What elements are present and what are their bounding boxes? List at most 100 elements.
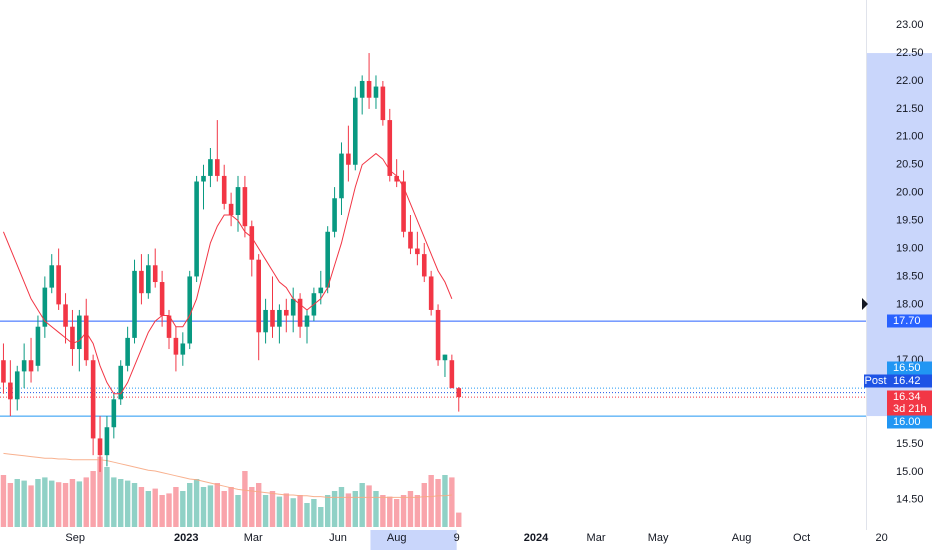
volume-bar xyxy=(138,487,145,527)
volume-bar xyxy=(407,491,414,527)
candle-body xyxy=(139,270,144,294)
candle-body xyxy=(21,360,27,372)
candle-body xyxy=(366,80,372,98)
price-label-box xyxy=(887,361,932,375)
y-tick-label: 22.00 xyxy=(896,75,924,87)
candle-body xyxy=(256,259,261,333)
volume-bar xyxy=(228,487,234,527)
volume-bar xyxy=(83,477,89,527)
volume-bar xyxy=(352,491,358,527)
candle-body xyxy=(49,265,55,288)
highlights xyxy=(370,53,932,550)
x-tick-label: Oct xyxy=(793,532,810,544)
candle-body xyxy=(90,360,96,439)
price-label-box xyxy=(887,415,932,429)
volume-bar xyxy=(324,495,331,527)
volume-bar xyxy=(387,496,393,527)
volume-bar xyxy=(124,480,131,527)
price-axis-bg xyxy=(866,0,867,530)
candle-body xyxy=(318,287,324,294)
y-tick-label: 23.00 xyxy=(896,19,924,31)
candle-body xyxy=(104,427,110,456)
volume-bar xyxy=(207,485,214,527)
volume-bar xyxy=(269,491,276,527)
candle-body xyxy=(415,248,420,255)
x-tick-label: 2024 xyxy=(524,532,549,544)
candle-body xyxy=(201,175,206,182)
time-highlight xyxy=(370,530,457,550)
candle-body xyxy=(35,326,41,366)
volume-bar xyxy=(49,480,55,527)
candle-body xyxy=(42,287,48,327)
volume-bar xyxy=(180,491,186,527)
candle-body xyxy=(235,187,241,216)
volume-bar xyxy=(235,495,241,527)
volume-bar xyxy=(456,512,462,527)
x-tick-label: May xyxy=(648,532,669,544)
volume-bar xyxy=(28,485,34,527)
volume-bar xyxy=(255,483,262,527)
candle-body xyxy=(63,304,68,327)
y-tick-label: 21.00 xyxy=(896,131,924,143)
volume-bar xyxy=(359,483,365,527)
candle-body xyxy=(352,97,358,165)
volume-bar xyxy=(449,477,455,527)
x-tick-label: Sep xyxy=(65,532,85,544)
candle-body xyxy=(297,298,303,327)
candle-body xyxy=(283,309,289,316)
volume-bar xyxy=(0,475,7,527)
price-label-countdown: 3d 21h xyxy=(893,403,927,415)
candle-body xyxy=(208,159,213,176)
volume-bar xyxy=(262,495,269,527)
volume-pane xyxy=(0,452,462,527)
candle-body xyxy=(215,159,220,176)
x-tick-label: Mar xyxy=(587,532,606,544)
volume-bar xyxy=(97,456,103,527)
candle-body xyxy=(173,337,179,355)
candle-body xyxy=(97,438,103,456)
volume-bar xyxy=(200,487,207,527)
candle-body xyxy=(242,187,248,227)
y-tick-label: 20.50 xyxy=(896,159,924,171)
volume-bar xyxy=(76,481,83,527)
volume-bar xyxy=(55,482,62,527)
axes: 23.00 22.50 22.00 21.50 21.00 20.50 20.00 19.50… xyxy=(65,0,932,544)
candle-body xyxy=(228,203,234,216)
volume-bar xyxy=(159,495,165,527)
candle-body xyxy=(77,315,82,350)
y-tick-label: 22.50 xyxy=(896,47,924,59)
volume-bar xyxy=(373,491,379,527)
volume-bar xyxy=(104,467,110,527)
volume-bar xyxy=(421,483,427,527)
volume-bar xyxy=(311,499,317,527)
candle-body xyxy=(408,231,413,249)
y-tick-label: 21.50 xyxy=(896,103,924,115)
candle-body xyxy=(28,360,34,372)
volume-bar xyxy=(21,480,27,527)
price-label: 16.34 xyxy=(893,391,921,403)
y-tick-label: 15.00 xyxy=(896,466,924,478)
candle-body xyxy=(249,226,255,260)
candle-body xyxy=(132,270,137,338)
candle-body xyxy=(456,388,462,398)
candle-body xyxy=(83,315,89,361)
candle-body xyxy=(187,276,193,344)
y-tick-label: 19.50 xyxy=(896,215,924,227)
candle-body xyxy=(290,298,296,316)
candle-body xyxy=(221,175,227,204)
candle-body xyxy=(421,254,427,277)
candle-body xyxy=(401,181,406,232)
candle-body xyxy=(277,309,282,327)
candle-body xyxy=(373,86,379,98)
x-tick-label: Mar xyxy=(244,532,263,544)
volume-bar xyxy=(338,487,345,527)
volume-bar xyxy=(249,487,255,527)
candle-body xyxy=(70,326,75,350)
candle-body xyxy=(8,382,13,400)
volume-bar xyxy=(393,499,400,527)
candle-body xyxy=(125,337,130,366)
candle-body xyxy=(146,265,151,294)
candle-body xyxy=(339,153,344,199)
volume-bar xyxy=(42,477,48,527)
